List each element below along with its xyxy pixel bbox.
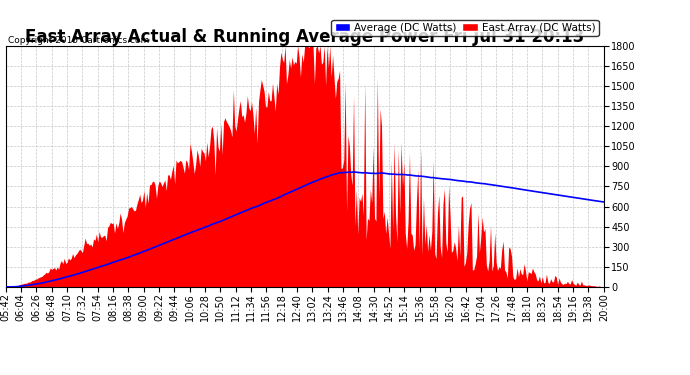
Text: Copyright 2015 Cartronics.com: Copyright 2015 Cartronics.com xyxy=(8,36,150,45)
Legend: Average (DC Watts), East Array (DC Watts): Average (DC Watts), East Array (DC Watts… xyxy=(331,20,598,36)
Title: East Array Actual & Running Average Power Fri Jul 31 20:13: East Array Actual & Running Average Powe… xyxy=(25,28,584,46)
